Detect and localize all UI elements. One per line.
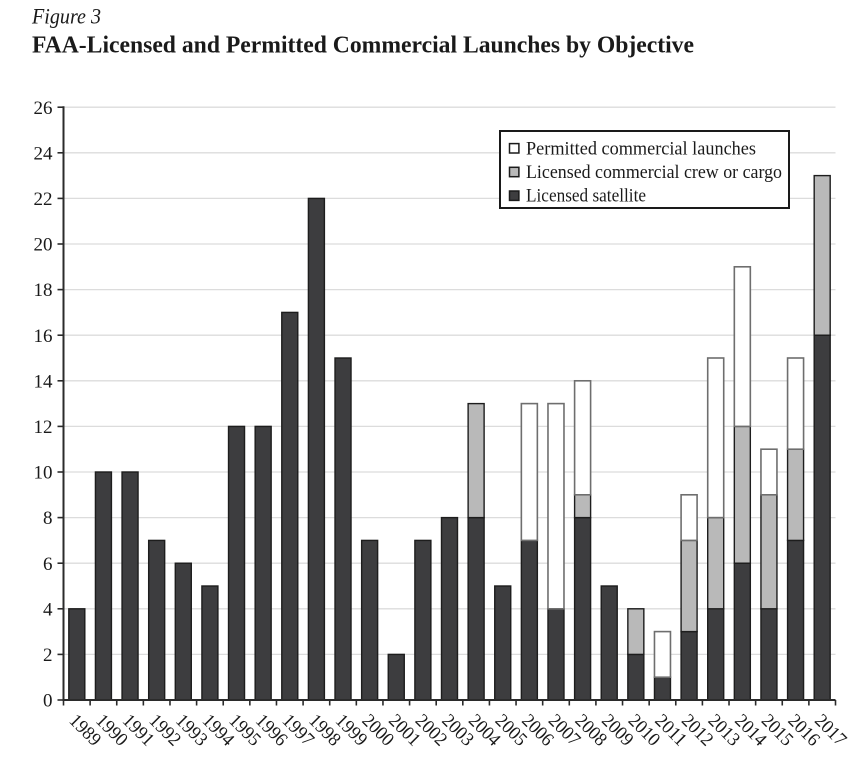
svg-text:6: 6 — [43, 554, 53, 575]
svg-text:2017: 2017 — [810, 710, 850, 750]
svg-text:24: 24 — [34, 143, 54, 164]
svg-text:16: 16 — [34, 326, 53, 347]
svg-text:Licensed satellite: Licensed satellite — [526, 186, 646, 207]
svg-text:Figure 3: Figure 3 — [31, 4, 101, 29]
svg-text:8: 8 — [43, 508, 53, 529]
svg-text:12: 12 — [34, 417, 53, 438]
svg-text:22: 22 — [34, 189, 53, 210]
svg-text:26: 26 — [34, 98, 53, 119]
svg-text:14: 14 — [34, 371, 54, 392]
svg-text:10: 10 — [34, 463, 53, 484]
svg-text:2: 2 — [43, 645, 53, 666]
svg-text:0: 0 — [43, 691, 53, 712]
svg-text:Permitted commercial launches: Permitted commercial launches — [526, 138, 756, 159]
svg-text:FAA-Licensed and Permitted Com: FAA-Licensed and Permitted Commercial La… — [32, 32, 694, 58]
svg-text:Licensed commercial crew or ca: Licensed commercial crew or cargo — [526, 162, 782, 183]
svg-text:4: 4 — [43, 599, 53, 620]
svg-text:20: 20 — [34, 235, 53, 256]
svg-text:18: 18 — [34, 280, 53, 301]
